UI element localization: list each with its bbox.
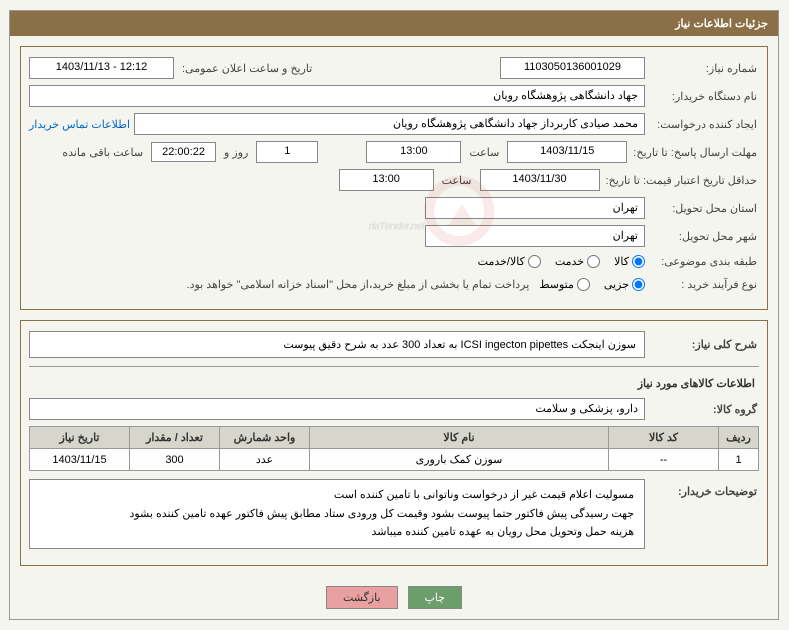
th-name: نام کالا <box>310 427 609 449</box>
table-head: ردیف کد کالا نام کالا واحد شمارش تعداد /… <box>30 427 759 449</box>
city-label: شهر محل تحویل: <box>649 228 759 245</box>
desc-label: شرح کلی نیاز: <box>649 336 759 353</box>
validity-label: حداقل تاریخ اعتبار قیمت: تا تاریخ: <box>604 172 759 189</box>
cell-unit: عدد <box>220 449 310 471</box>
radio-partial[interactable]: جزیی <box>604 278 645 291</box>
radio-both-input[interactable] <box>528 255 541 268</box>
validity-date: 1403/11/30 <box>480 169 600 191</box>
validity-time: 13:00 <box>339 169 434 191</box>
deadline-date: 1403/11/15 <box>507 141 627 163</box>
th-qty: تعداد / مقدار <box>130 427 220 449</box>
buyer-notes-label: توضیحات خریدار: <box>649 479 759 500</box>
desc-value: سوزن اینجکت ICSI ingecton pipettes به تع… <box>29 331 645 358</box>
radio-goods-input[interactable] <box>632 255 645 268</box>
main-container: جزئیات اطلاعات نیاز riaTender.net شماره … <box>9 10 779 620</box>
group-value: دارو، پزشکی و سلامت <box>29 398 645 420</box>
need-no-value: 1103050136001029 <box>500 57 645 79</box>
row-province: استان محل تحویل: تهران <box>29 197 759 219</box>
announce-value: 1403/11/13 - 12:12 <box>29 57 174 79</box>
th-row: ردیف <box>719 427 759 449</box>
cell-row: 1 <box>719 449 759 471</box>
cell-qty: 300 <box>130 449 220 471</box>
remaining-label: ساعت باقی مانده <box>58 144 147 161</box>
contact-link[interactable]: اطلاعات تماس خریدار <box>29 118 130 131</box>
th-unit: واحد شمارش <box>220 427 310 449</box>
need-no-label: شماره نیاز: <box>649 60 759 77</box>
row-category: طبقه بندی موضوعی: کالا خدمت کالا/خدمت <box>29 253 759 270</box>
province-value: تهران <box>425 197 645 219</box>
goods-table: ردیف کد کالا نام کالا واحد شمارش تعداد /… <box>29 426 759 471</box>
th-date: تاریخ نیاز <box>30 427 130 449</box>
row-city: شهر محل تحویل: تهران <box>29 225 759 247</box>
buyer-org-label: نام دستگاه خریدار: <box>649 88 759 105</box>
row-deadline: مهلت ارسال پاسخ: تا تاریخ: 1403/11/15 سا… <box>29 141 759 163</box>
details-section: شرح کلی نیاز: سوزن اینجکت ICSI ingecton … <box>20 320 768 566</box>
category-label: طبقه بندی موضوعی: <box>649 253 759 270</box>
row-process: نوع فرآیند خرید : جزیی متوسط پرداخت تمام… <box>29 276 759 293</box>
divider-1 <box>29 366 759 367</box>
info-section: riaTender.net شماره نیاز: 11030501360010… <box>20 46 768 310</box>
radio-goods[interactable]: کالا <box>614 255 645 268</box>
time-label-1: ساعت <box>465 144 503 161</box>
province-label: استان محل تحویل: <box>649 200 759 217</box>
announce-label: تاریخ و ساعت اعلان عمومی: <box>178 60 316 77</box>
requester-label: ایجاد کننده درخواست: <box>649 116 759 133</box>
buyer-note-line2: جهت رسیدگی پیش فاکتور حتما پیوست بشود وق… <box>40 505 634 524</box>
cell-date: 1403/11/15 <box>30 449 130 471</box>
requester-value: محمد صیادی کاربرداز جهاد دانشگاهی پژوهشگ… <box>134 113 645 135</box>
buyer-notes-box: مسولیت اعلام قیمت غیر از درخواست وناتوان… <box>29 479 645 549</box>
category-radios: کالا خدمت کالا/خدمت <box>478 255 645 268</box>
process-note: پرداخت تمام یا بخشی از مبلغ خرید،از محل … <box>181 276 536 293</box>
deadline-label: مهلت ارسال پاسخ: تا تاریخ: <box>631 144 759 161</box>
process-label: نوع فرآیند خرید : <box>649 276 759 293</box>
row-requester: ایجاد کننده درخواست: محمد صیادی کاربرداز… <box>29 113 759 135</box>
days-remaining: 1 <box>256 141 318 163</box>
group-label: گروه کالا: <box>649 401 759 418</box>
goods-header: اطلاعات کالاهای مورد نیاز <box>29 377 759 390</box>
table-row: 1 -- سوزن کمک باروری عدد 300 1403/11/15 <box>30 449 759 471</box>
row-group: گروه کالا: دارو، پزشکی و سلامت <box>29 398 759 420</box>
cell-code: -- <box>609 449 719 471</box>
row-buyer-org: نام دستگاه خریدار: جهاد دانشگاهی پژوهشگا… <box>29 85 759 107</box>
cell-name: سوزن کمک باروری <box>310 449 609 471</box>
row-need-no: شماره نیاز: 1103050136001029 تاریخ و ساع… <box>29 57 759 79</box>
row-buyer-notes: توضیحات خریدار: مسولیت اعلام قیمت غیر از… <box>29 479 759 549</box>
radio-medium-input[interactable] <box>577 278 590 291</box>
countdown-timer: 22:00:22 <box>151 142 216 162</box>
deadline-time: 13:00 <box>366 141 461 163</box>
radio-medium[interactable]: متوسط <box>539 278 590 291</box>
buyer-note-line1: مسولیت اعلام قیمت غیر از درخواست وناتوان… <box>40 486 634 505</box>
page-title-bar: جزئیات اطلاعات نیاز <box>10 11 778 36</box>
row-desc: شرح کلی نیاز: سوزن اینجکت ICSI ingecton … <box>29 331 759 358</box>
page-title: جزئیات اطلاعات نیاز <box>675 18 768 30</box>
radio-partial-input[interactable] <box>632 278 645 291</box>
process-radios: جزیی متوسط <box>539 278 645 291</box>
city-value: تهران <box>425 225 645 247</box>
row-validity: حداقل تاریخ اعتبار قیمت: تا تاریخ: 1403/… <box>29 169 759 191</box>
th-code: کد کالا <box>609 427 719 449</box>
days-label: روز و <box>220 144 252 161</box>
radio-service[interactable]: خدمت <box>555 255 600 268</box>
radio-service-input[interactable] <box>587 255 600 268</box>
buyer-note-line3: هزینه حمل وتحویل محل رویان به عهده تامین… <box>40 523 634 542</box>
buyer-org-value: جهاد دانشگاهی پژوهشگاه رویان <box>29 85 645 107</box>
time-label-2: ساعت <box>438 172 476 189</box>
radio-both[interactable]: کالا/خدمت <box>478 255 541 268</box>
